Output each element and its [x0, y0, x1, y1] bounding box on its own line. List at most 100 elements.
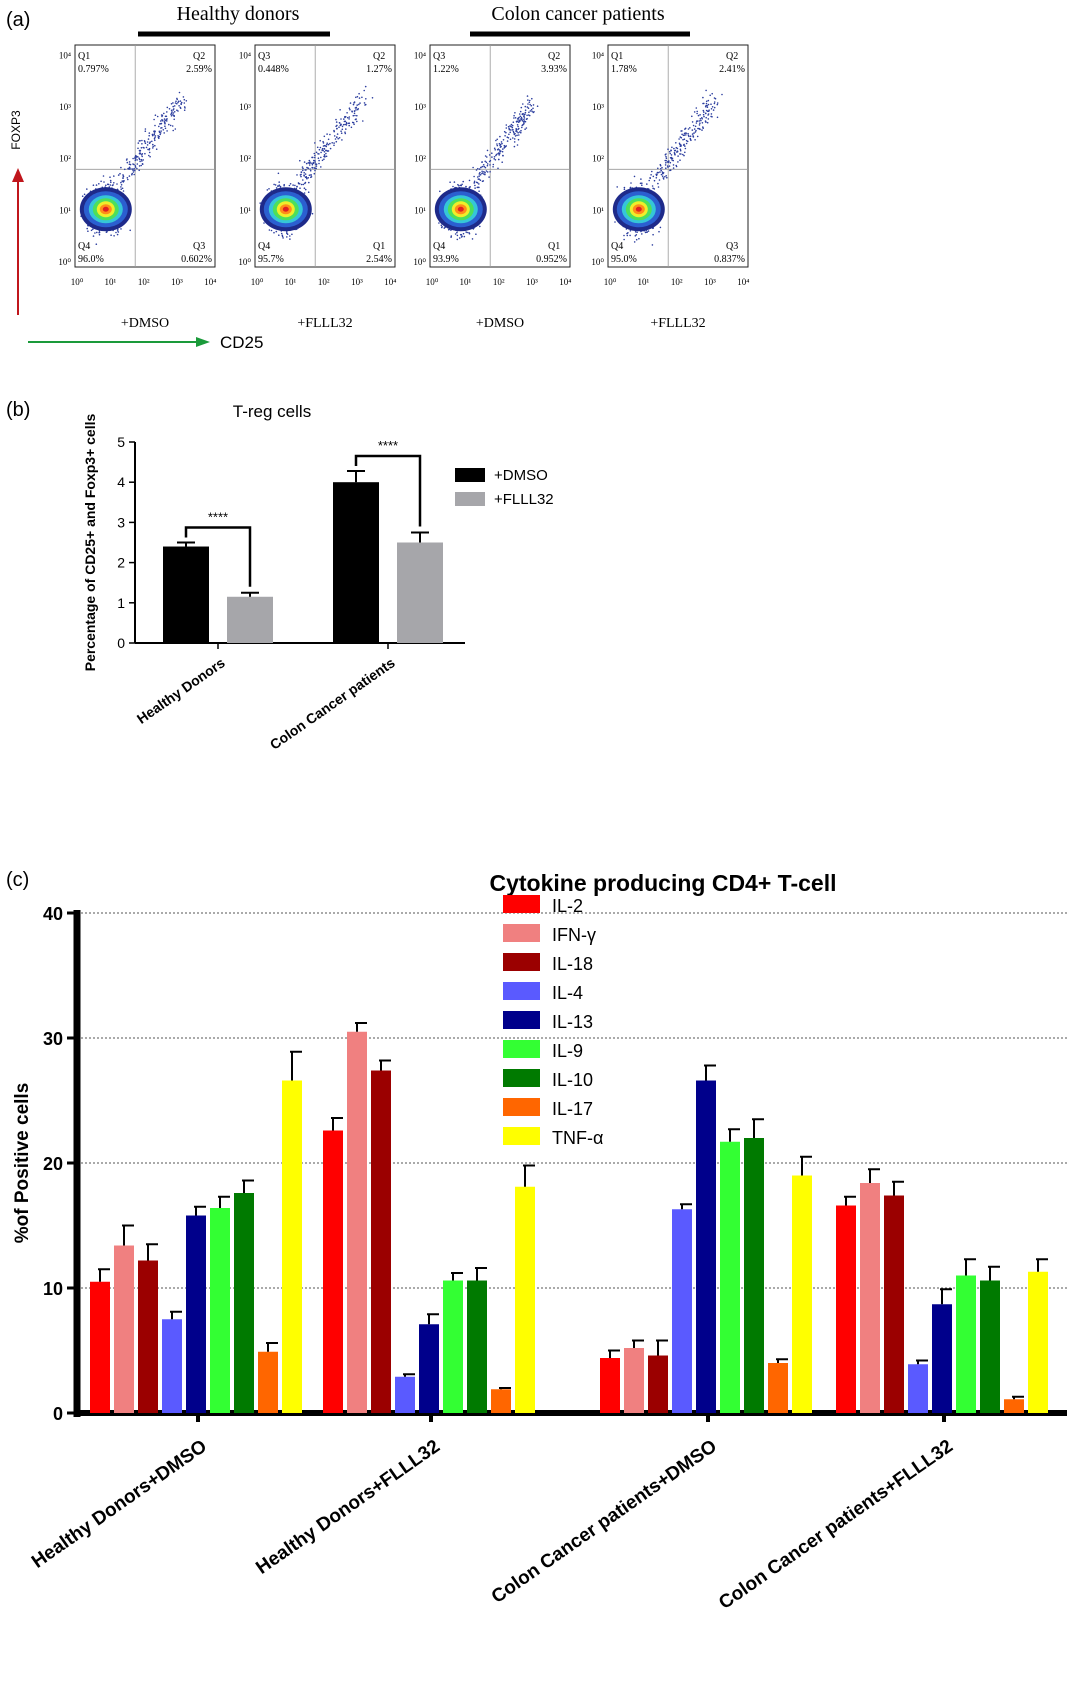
event-dot: [323, 148, 326, 150]
event-dot: [341, 139, 343, 141]
event-dot: [131, 168, 134, 170]
event-dot: [716, 116, 719, 119]
event-dot: [623, 188, 626, 191]
quadrant-tl-value: 1.22%: [433, 64, 459, 75]
event-dot: [677, 161, 679, 163]
event-dot: [179, 100, 182, 102]
event-dot: [177, 110, 179, 112]
event-dot: [666, 165, 669, 167]
event-dot: [670, 149, 672, 151]
event-dot: [92, 228, 94, 231]
condition-label-flll32: +FLLL32: [297, 316, 352, 331]
event-dot: [440, 226, 443, 229]
event-dot: [174, 128, 177, 130]
event-dot: [173, 111, 176, 113]
event-dot: [128, 166, 131, 169]
event-dot: [484, 166, 487, 169]
event-dot: [499, 135, 501, 138]
event-dot: [671, 146, 673, 149]
event-dot: [516, 144, 519, 146]
event-dot: [506, 140, 509, 142]
event-dot: [153, 137, 156, 140]
event-dot: [693, 128, 696, 130]
legend-swatch-flll32: [455, 492, 485, 506]
event-dot: [522, 103, 524, 105]
event-dot: [111, 184, 114, 187]
event-dot: [329, 147, 332, 150]
event-dot: [450, 236, 452, 238]
event-dot: [508, 127, 510, 130]
event-dot: [524, 113, 526, 115]
event-dot: [509, 129, 512, 131]
event-dot: [701, 122, 704, 124]
event-dot: [323, 155, 325, 158]
event-dot: [353, 112, 356, 115]
event-dot: [705, 116, 707, 119]
event-dot: [138, 169, 140, 172]
quadrant-br-name: Q3: [193, 241, 205, 252]
event-dot: [710, 108, 713, 110]
event-dot: [686, 140, 689, 143]
event-dot: [102, 175, 105, 177]
event-dot: [699, 122, 701, 124]
event-dot: [488, 176, 490, 178]
event-dot: [651, 244, 654, 246]
bar-il-2-colon-cancer-patients-flll32: [836, 1205, 856, 1413]
event-dot: [103, 181, 105, 183]
event-dot: [479, 171, 481, 174]
x-tick-label-healthy-donors-flll32: Healthy Donors+FLLL32: [252, 1436, 444, 1579]
group-title-colon-cancer-patients: Colon cancer patients: [491, 3, 664, 25]
event-dot: [132, 171, 135, 173]
event-dot: [163, 132, 165, 134]
event-dot: [163, 120, 165, 122]
legend-swatch-tnf: [503, 1127, 540, 1145]
event-dot: [664, 176, 666, 178]
event-dot: [657, 171, 659, 174]
event-dot: [134, 165, 137, 167]
event-dot: [701, 117, 703, 119]
event-dot: [655, 177, 658, 179]
event-dot: [522, 112, 524, 115]
event-dot: [659, 226, 662, 229]
event-dot: [266, 189, 269, 191]
event-dot: [684, 132, 686, 134]
y-tick-label: 10⁴: [592, 50, 604, 60]
y-tick-label: 0: [117, 635, 125, 651]
event-dot: [664, 164, 667, 166]
event-dot: [479, 225, 481, 228]
event-dot: [363, 89, 366, 92]
event-dot: [275, 187, 278, 189]
event-dot: [157, 135, 159, 137]
bar-tnf-healthy-donors-flll32: [515, 1186, 535, 1413]
event-dot: [629, 186, 632, 189]
event-dot: [526, 114, 528, 117]
bar-il-18-colon-cancer-patients-flll32: [884, 1195, 904, 1413]
y-tick-label: 10¹: [414, 205, 426, 215]
event-dot: [166, 106, 169, 109]
event-dot: [141, 163, 144, 165]
event-dot: [696, 112, 698, 115]
quadrant-tr-value: 2.59%: [186, 64, 212, 75]
event-dot: [83, 193, 86, 196]
event-dot: [528, 101, 531, 104]
event-dot: [311, 163, 314, 166]
event-dot: [687, 128, 690, 130]
y-tick-label: 1: [117, 595, 125, 611]
event-dot: [144, 128, 147, 130]
event-dot: [480, 166, 482, 169]
event-dot: [339, 109, 341, 111]
event-dot: [175, 100, 177, 103]
event-dot: [322, 140, 324, 143]
event-dot: [350, 126, 353, 129]
event-dot: [495, 139, 497, 142]
event-dot: [95, 184, 98, 186]
event-dot: [668, 165, 671, 167]
event-dot: [514, 117, 517, 119]
event-dot: [520, 106, 523, 109]
plot-frame: [429, 44, 571, 268]
y-axis-label: Percentage of CD25+ and Foxp3+ cells: [82, 414, 98, 672]
event-dot: [511, 126, 514, 129]
event-dot: [314, 169, 316, 172]
event-dot: [646, 183, 648, 185]
